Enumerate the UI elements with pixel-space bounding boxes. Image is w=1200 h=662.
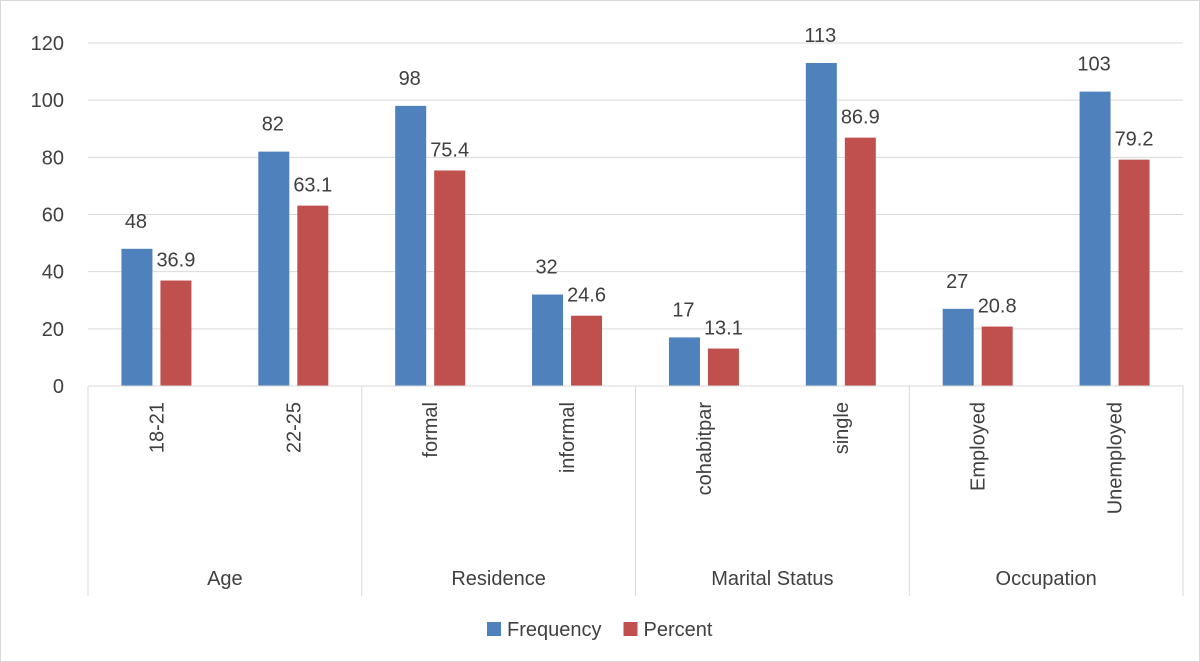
bar-percent-cohabitpar <box>707 348 739 386</box>
bar-frequency-informal <box>532 294 564 386</box>
data-labels: 48 36.9 82 63.1 98 75.4 32 24.6 17 13.1 113 86.9 27 2… <box>125 25 1154 340</box>
legend-label-frequency: Frequency <box>507 619 602 641</box>
bar-percent-22-25 <box>297 205 329 386</box>
bar-percent-formal <box>434 170 466 386</box>
data-label-frequency: 113 <box>804 25 836 47</box>
bar-frequency-employed <box>942 308 974 386</box>
data-label-percent: 63.1 <box>293 175 332 197</box>
data-label-frequency: 98 <box>399 68 421 90</box>
legend: Frequency Percent <box>487 619 713 641</box>
data-label-frequency: 32 <box>535 257 557 279</box>
x-tick-label: 22-25 <box>283 402 305 453</box>
y-tick-label: 80 <box>42 147 64 169</box>
bar-frequency-18-21 <box>121 248 153 386</box>
x-tick-label: formal <box>420 402 442 458</box>
bar-percent-informal <box>571 315 603 386</box>
data-label-percent: 79.2 <box>1115 129 1154 151</box>
bar-percent-18-21 <box>160 280 192 386</box>
group-label: Marital Status <box>711 568 833 590</box>
data-label-percent: 24.6 <box>567 285 606 307</box>
x-tick-label: single <box>831 402 853 454</box>
data-label-frequency: 103 <box>1077 54 1110 76</box>
y-tick-label: 40 <box>42 262 64 284</box>
group-label: Residence <box>451 568 546 590</box>
bar-percent-employed <box>981 326 1013 386</box>
bar-percent-single <box>844 137 876 386</box>
data-label-frequency: 27 <box>946 271 968 293</box>
bar-percent-unemployed <box>1118 159 1150 386</box>
legend-swatch-percent <box>623 622 638 636</box>
bar-frequency-formal <box>395 105 427 386</box>
legend-label-percent: Percent <box>644 619 713 641</box>
x-tick-label: cohabitpar <box>694 402 716 496</box>
data-label-percent: 36.9 <box>156 250 195 272</box>
data-label-percent: 20.8 <box>978 296 1017 318</box>
x-axis: 18-21 22-25 formal informal cohabitpar single… <box>87 385 1184 596</box>
legend-swatch-frequency <box>487 622 501 636</box>
y-tick-label: 0 <box>53 376 64 398</box>
x-tick-label: Unemployed <box>1105 402 1127 514</box>
y-tick-label: 120 <box>31 33 64 55</box>
bar-frequency-single <box>805 63 837 387</box>
data-label-percent: 86.9 <box>841 107 880 129</box>
bar-frequency-22-25 <box>258 151 290 386</box>
bar-frequency-cohabitpar <box>668 337 700 386</box>
x-tick-label: 18-21 <box>146 402 168 453</box>
data-label-frequency: 82 <box>262 114 284 136</box>
data-label-percent: 75.4 <box>430 139 469 161</box>
group-label: Occupation <box>996 568 1097 590</box>
y-axis-ticks: 0 20 40 60 80 100 120 <box>31 33 64 398</box>
y-tick-label: 20 <box>42 319 64 341</box>
x-tick-label: Employed <box>968 402 990 491</box>
group-label: Age <box>207 568 243 590</box>
data-label-percent: 13.1 <box>704 318 743 340</box>
y-tick-label: 60 <box>42 205 64 227</box>
bars <box>121 63 1150 387</box>
x-tick-label: informal <box>557 402 579 473</box>
bar-frequency-unemployed <box>1079 91 1111 386</box>
data-label-frequency: 48 <box>125 211 147 233</box>
y-tick-label: 100 <box>31 90 64 112</box>
data-label-frequency: 17 <box>672 299 694 321</box>
gridlines <box>88 42 1183 330</box>
